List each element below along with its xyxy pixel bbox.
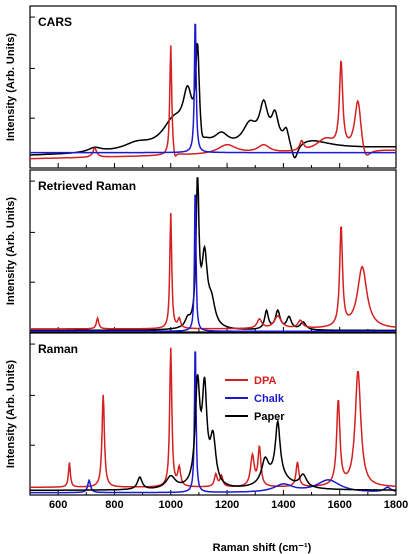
- x-tick-label: 1200: [215, 499, 239, 511]
- panel-retrieved-raman: Retrieved Raman Intensity (Arb. Units): [5, 169, 397, 333]
- legend-label-paper: Paper: [254, 411, 285, 423]
- series-paper: [29, 42, 396, 159]
- series-chalk: [30, 23, 396, 154]
- panel-title: Raman: [38, 342, 78, 356]
- series-dpa: [30, 212, 396, 330]
- x-tick-label: 1400: [271, 499, 295, 511]
- panel-cars: CARS Intensity (Arb. Units): [5, 5, 397, 169]
- series-dpa: [30, 45, 396, 160]
- series-paper: [30, 177, 396, 332]
- y-axis-label: Intensity (Arb. Units): [5, 33, 17, 142]
- x-tick-label: 800: [105, 499, 123, 511]
- y-axis-label: Intensity (Arb. Units): [5, 360, 17, 469]
- legend-label-chalk: Chalk: [254, 393, 285, 405]
- y-axis-label: Intensity (Arb. Units): [5, 197, 17, 306]
- legend: DPA Chalk Paper: [225, 375, 285, 423]
- x-tick-label: 1000: [159, 499, 183, 511]
- legend-label-dpa: DPA: [254, 375, 276, 387]
- panel-raman: Raman Intensity (Arb. Units): [5, 332, 397, 496]
- series-paper: [30, 374, 396, 491]
- panel-title: CARS: [38, 15, 72, 29]
- series-dpa: [30, 347, 397, 488]
- x-tick-label: 600: [49, 499, 67, 511]
- panel-frame: [29, 5, 397, 169]
- x-axis-label: Raman shift (cm⁻¹): [213, 542, 312, 554]
- panel-title: Retrieved Raman: [38, 179, 136, 193]
- x-tick-label: 1600: [327, 499, 351, 511]
- panel-frame: [29, 332, 397, 496]
- series-chalk: [30, 351, 397, 494]
- panel-frame: [29, 169, 397, 333]
- x-tick-label: 1800: [384, 499, 408, 511]
- series-chalk: [30, 194, 396, 332]
